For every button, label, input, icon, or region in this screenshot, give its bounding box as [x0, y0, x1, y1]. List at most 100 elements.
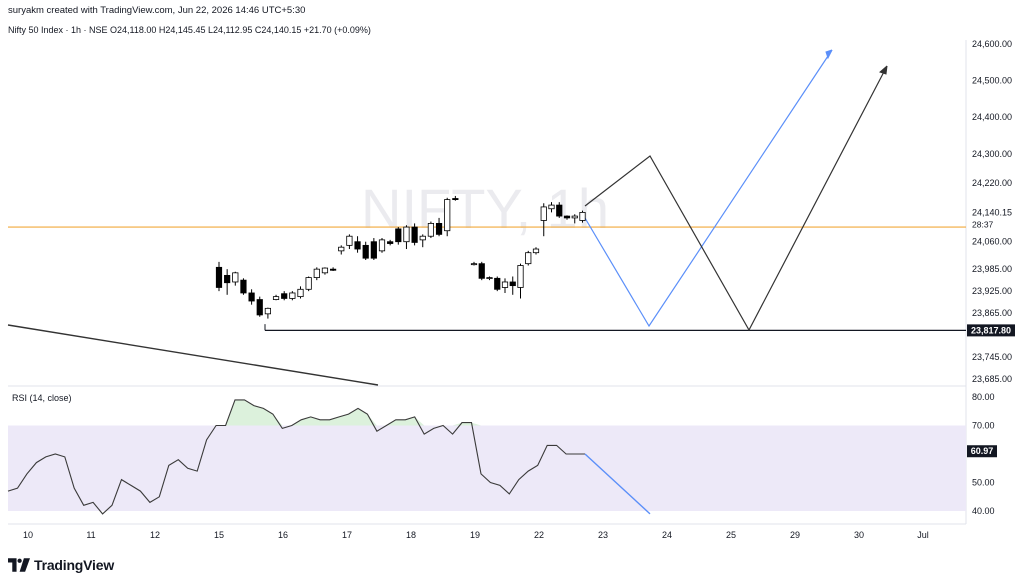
candle-up [540, 206, 547, 221]
price-axis-label: 24,060.00 [972, 237, 1012, 247]
time-axis-label: 11 [86, 530, 95, 540]
candle-up [313, 268, 320, 278]
candle-down [435, 222, 443, 235]
candle-down [387, 241, 394, 244]
candle-down [478, 263, 485, 279]
candle-up [427, 222, 435, 237]
candle-down [215, 266, 223, 288]
candle-down [224, 274, 231, 284]
rsi-axis-label: 40.00 [972, 506, 995, 516]
price-axis-label: 24,300.00 [972, 149, 1012, 159]
candle-down [370, 241, 377, 259]
candle-down [281, 293, 288, 299]
black-projection-path[interactable] [584, 65, 888, 332]
candle-up [297, 288, 304, 298]
rsi-line [7, 399, 585, 515]
candle-up [571, 215, 578, 219]
candle-down [452, 198, 459, 201]
candle-down [362, 244, 369, 259]
price-axis-label: 24,220.00 [972, 178, 1012, 188]
tradingview-brand: TradingView [34, 557, 115, 573]
tradingview-logo-icon [8, 558, 30, 572]
candle-down [395, 228, 402, 243]
time-axis[interactable]: 10 11 12 15 16 17 18 19 22 23 24 25 29 30 Jul [23, 530, 929, 540]
candle-down [494, 277, 501, 290]
time-axis-label: 17 [342, 530, 352, 540]
rsi-axis-label: 70.00 [972, 421, 995, 431]
bar-countdown-label: 28:37 [972, 219, 994, 229]
rsi-overbought-fill [8, 399, 585, 426]
support-price-badge [967, 324, 1015, 337]
rsi-projection-line[interactable] [584, 453, 651, 515]
candle-up [264, 307, 272, 315]
rsi-value-badge [967, 445, 997, 458]
candle-up [321, 267, 329, 274]
rsi-legend: RSI (14, close) [12, 393, 72, 403]
time-axis-label: 12 [150, 530, 160, 540]
price-candles [215, 195, 586, 319]
candle-up [305, 277, 312, 290]
blue-arrow-head [825, 49, 833, 60]
tradingview-footer: TradingView [8, 557, 114, 573]
time-axis-label: 23 [598, 530, 608, 540]
candle-down [329, 268, 337, 271]
rsi-value-label: 60.97 [971, 446, 994, 456]
last-price-label: 24,140.15 [972, 207, 1012, 217]
price-axis-label: 24,600.00 [972, 39, 1012, 49]
time-axis-label: 25 [726, 530, 736, 540]
trend-drawings [7, 49, 888, 515]
candle-up [232, 272, 239, 283]
candle-down [556, 204, 563, 217]
price-axis-label: 23,745.00 [972, 352, 1012, 362]
black-arrow-head [879, 65, 888, 75]
time-axis-label: 22 [534, 530, 544, 540]
price-axis-label: 23,985.00 [972, 264, 1012, 274]
time-axis-label: 16 [278, 530, 288, 540]
time-axis-label: 30 [854, 530, 864, 540]
price-axis-label: 23,685.00 [972, 374, 1012, 384]
candle-up [419, 235, 426, 241]
time-axis-label: 19 [470, 530, 480, 540]
candle-down [563, 215, 571, 219]
rsi-band [8, 425, 966, 511]
price-axis-label: 24,400.00 [972, 112, 1012, 122]
candle-down [411, 226, 418, 243]
candle-down [256, 299, 263, 316]
candle-up [378, 239, 386, 252]
candle-up [272, 296, 280, 300]
price-axis[interactable]: 24,600.00 24,500.00 24,400.00 24,300.00 24,2… [967, 39, 1015, 516]
candle-up [346, 235, 353, 246]
candle-up [525, 252, 532, 265]
symbol-ohlc-legend: Nifty 50 Index · 1h · NSE O24,118.00 H24… [8, 25, 371, 35]
candle-up [470, 263, 478, 266]
time-axis-label: 24 [662, 530, 672, 540]
candle-up [532, 248, 540, 254]
candle-up [579, 212, 586, 221]
time-axis-label: Jul [917, 530, 929, 540]
time-axis-label: 10 [23, 530, 33, 540]
candle-up [501, 281, 509, 288]
support-price-label: 23,817.80 [971, 325, 1011, 335]
rsi-pane [7, 399, 966, 515]
candle-up [289, 292, 296, 299]
candle-up [338, 246, 345, 252]
candle-down [354, 241, 361, 250]
candle-up [403, 226, 410, 243]
price-axis-label: 24,500.00 [972, 76, 1012, 86]
candle-up [517, 265, 524, 288]
price-axis-label: 23,925.00 [972, 286, 1012, 296]
price-axis-label: 23,865.00 [972, 308, 1012, 318]
rsi-axis-label: 80.00 [972, 392, 995, 402]
blue-projection-path[interactable] [584, 49, 833, 328]
descending-trendline[interactable] [7, 324, 379, 386]
candle-up [444, 199, 451, 232]
price-levels [8, 226, 966, 331]
symbol-watermark: NIFTY, 1h [361, 177, 609, 240]
candle-down [509, 281, 516, 287]
rsi-axis-label: 50.00 [972, 478, 995, 488]
candle-up [486, 277, 493, 279]
chart-credit: suryakm created with TradingView.com, Ju… [8, 5, 306, 16]
candle-down [240, 279, 247, 294]
candle-up [548, 204, 555, 210]
